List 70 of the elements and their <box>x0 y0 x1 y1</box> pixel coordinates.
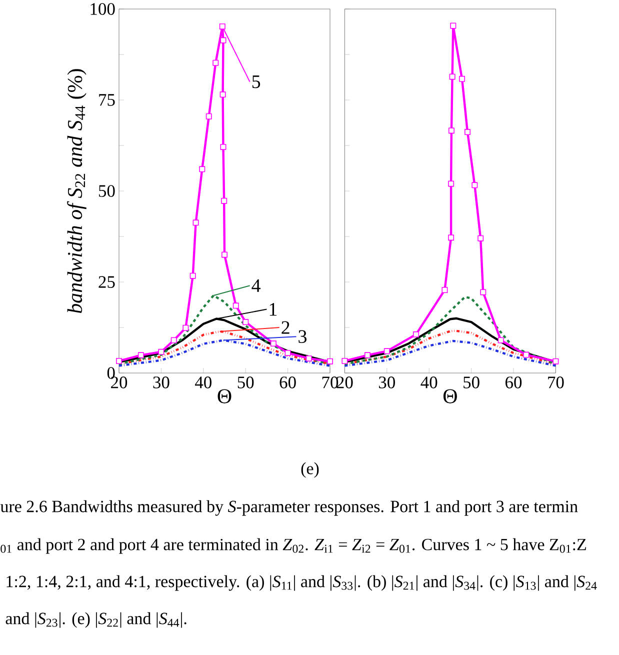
x-tick-label: 30 <box>378 376 395 388</box>
x-tick-label: 60 <box>280 376 296 388</box>
text: 1:2, 1:4, 2:1, and 4:1, respectively. (a) |S$_{11}$| and |S$_{33}$|. (b) |S$_{21}$| and |S$_{34}$|. (c) |S$_{13}$| and |S$_{24}$ <box>6 575 597 591</box>
y-axis-title: bandwidth of S$_{22}$ and S$_{44}$ (%) <box>67 69 86 314</box>
y-tick-label: 0 <box>107 367 115 379</box>
point <box>450 22 456 29</box>
point <box>448 180 454 187</box>
x-tick-label: 20 <box>111 376 128 388</box>
point <box>242 319 249 326</box>
text: $_{01}$ and port 2 and port 4 are terminated in Z$_{02}$. Z$_{i1}$ = Z$_{i2}$ = Z$_{01}$. Curves 1 ~ 5 have Z$_{01}$:Z <box>0 538 586 554</box>
point <box>342 358 348 364</box>
text: and |S$_{23}$|. (e) |S$_{22}$| and |S$_{44}$|. <box>6 612 186 628</box>
point <box>442 287 448 294</box>
y-tick-label: 75 <box>99 94 115 106</box>
point <box>206 113 212 120</box>
point <box>220 144 226 150</box>
x-tick-label: 50 <box>238 376 254 388</box>
point <box>270 340 276 347</box>
point <box>116 358 122 364</box>
x-tick-label: 30 <box>153 376 170 388</box>
x-tick-label: 40 <box>420 376 438 388</box>
y-tick-label: 100 <box>90 3 115 15</box>
legend-label: 4 <box>252 279 261 292</box>
point <box>364 352 370 358</box>
point <box>306 355 312 362</box>
x-axis-title: Θ <box>443 389 457 404</box>
point <box>413 331 420 338</box>
point <box>199 166 206 172</box>
point <box>448 234 454 241</box>
point <box>222 252 228 258</box>
point <box>478 235 484 242</box>
point <box>192 220 199 226</box>
text: ure 2.6 Bandwidths measured by S-parameter responses. Port 1 and port 3 are termin <box>0 500 578 516</box>
point <box>384 348 390 354</box>
point <box>170 337 177 344</box>
x-tick-label: 70 <box>548 376 564 388</box>
x-axis-title: Θ <box>218 389 232 404</box>
x-tick-label: 20 <box>336 376 353 388</box>
point <box>327 358 333 364</box>
point <box>212 60 219 66</box>
legend-label: 3 <box>298 330 306 343</box>
point <box>472 182 478 188</box>
point <box>480 289 486 296</box>
point <box>182 324 189 331</box>
point <box>138 352 144 358</box>
x-tick-label: 40 <box>194 376 212 388</box>
point <box>523 352 530 358</box>
point <box>552 358 559 364</box>
point <box>284 350 291 356</box>
point <box>190 272 196 279</box>
point <box>464 129 471 136</box>
legend-label: 1 <box>270 303 277 316</box>
text: (e) <box>301 462 319 478</box>
y-tick-label: 25 <box>98 276 115 288</box>
point <box>158 348 164 355</box>
x-tick-label: 60 <box>506 376 522 388</box>
point <box>232 302 239 309</box>
point <box>448 128 454 134</box>
point <box>220 92 226 98</box>
x-tick-label: 70 <box>322 376 338 388</box>
point <box>219 23 226 30</box>
point <box>220 37 226 44</box>
series-label: 5 <box>252 75 260 88</box>
point <box>459 76 466 82</box>
point <box>221 198 228 204</box>
y-tick-label: 50 <box>98 185 115 197</box>
legend-label: 2 <box>282 321 290 334</box>
point <box>449 74 456 80</box>
point <box>498 337 504 344</box>
x-tick-label: 50 <box>464 376 480 388</box>
